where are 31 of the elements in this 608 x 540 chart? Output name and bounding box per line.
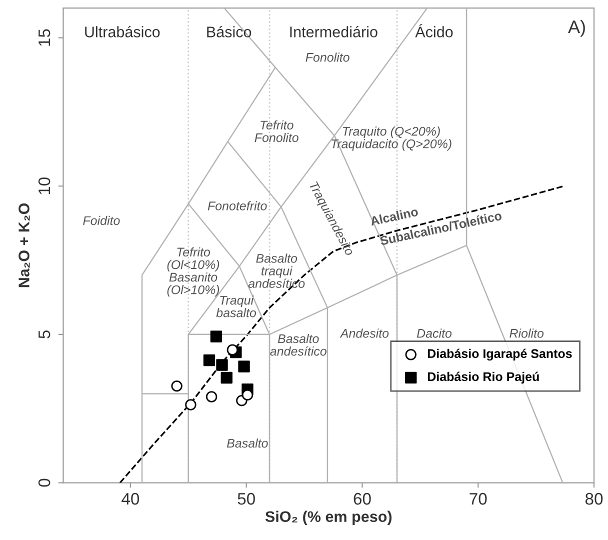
- annotation: Básico: [207, 26, 252, 38]
- annotation: Traqui basalto: [216, 296, 256, 318]
- annotation: Fonolito: [306, 52, 350, 62]
- y-tick-label: 15: [38, 29, 50, 46]
- legend-label: Diabásio Rio Pajeú: [428, 372, 539, 384]
- x-tick-label: 70: [470, 492, 487, 505]
- x-tick-label: 60: [354, 492, 371, 505]
- annotation: A): [568, 20, 585, 37]
- legend-label: Diabásio Igarapé Santos: [428, 348, 572, 361]
- x-tick-label: 50: [238, 492, 255, 505]
- annotation: Ácido: [415, 24, 453, 38]
- y-tick-label: 5: [38, 330, 50, 338]
- annotation: Basalto: [226, 438, 268, 448]
- x-tick-label: 80: [585, 492, 603, 505]
- annotation: Dacito: [416, 328, 452, 338]
- annotation: Basalto traqui andesítico: [248, 254, 305, 288]
- annotation: Andesito: [340, 328, 389, 338]
- annotation: Foidito: [83, 216, 120, 226]
- annotation: Intermediário: [290, 26, 378, 38]
- annotation: Ultrabásico: [85, 26, 160, 38]
- y-tick-label: 10: [38, 177, 50, 194]
- annotation: Riolito: [510, 328, 544, 338]
- annotation: Tefrito (Ol<10%) Basanito (Ol>10%): [167, 247, 220, 297]
- y-tick-label: 0: [38, 478, 50, 487]
- annotation: Basalto andesítico: [270, 334, 326, 356]
- annotation: Traquito (Q<20%) Traquidacito (Q>20%): [332, 126, 452, 151]
- annotation: Fonotefrito: [208, 201, 267, 210]
- annotation: Tefrito Fonolito: [254, 120, 298, 142]
- x-axis-title: SiO₂ (% em peso): [265, 510, 392, 526]
- x-tick-label: 40: [122, 492, 140, 505]
- y-axis-title: Na₂O + K₂O: [18, 203, 30, 288]
